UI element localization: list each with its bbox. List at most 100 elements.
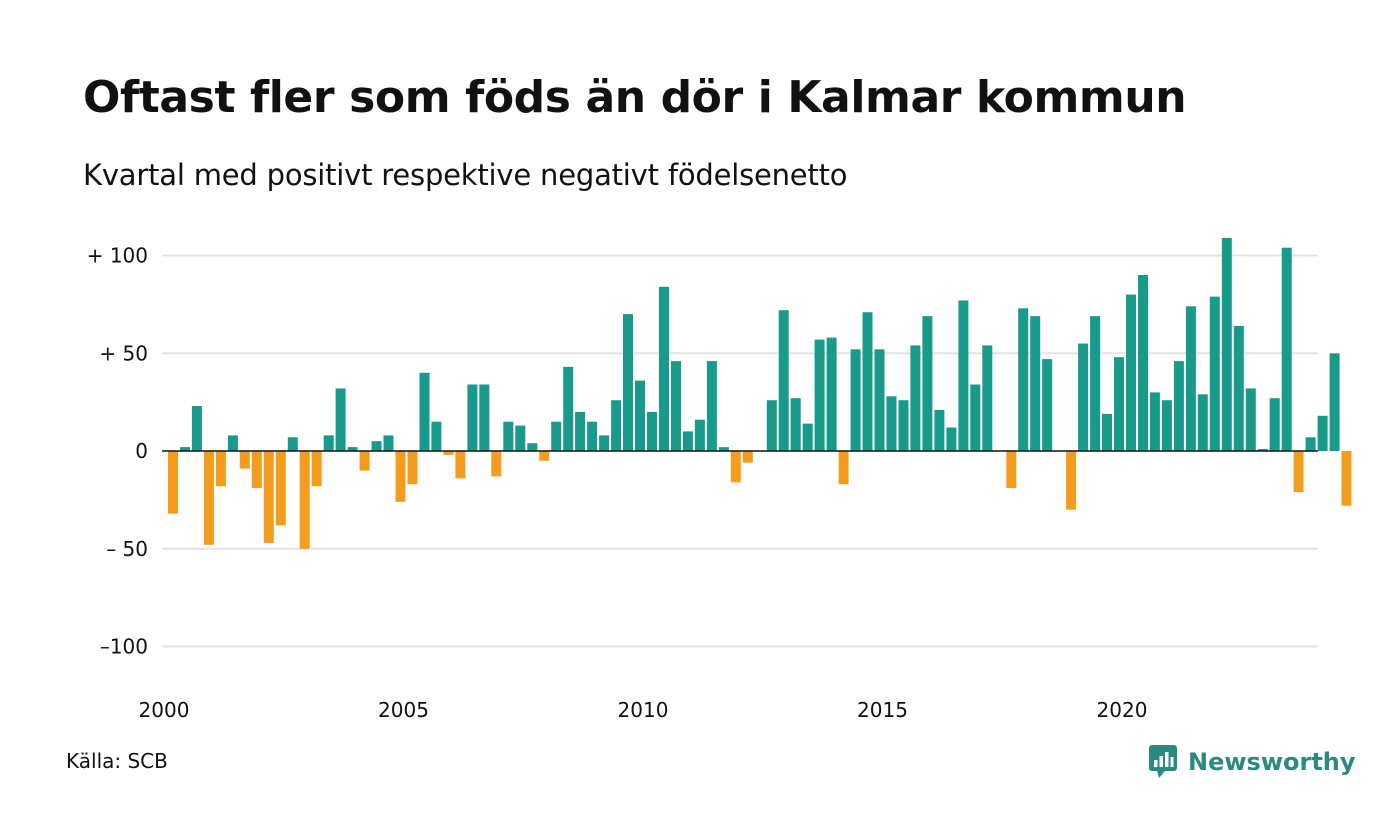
bar [1042,359,1053,451]
bar [982,345,993,451]
bar [1185,306,1196,451]
bar [1006,451,1017,489]
bar [251,451,262,489]
bar [946,427,957,451]
bar [934,409,945,451]
source-label: Källa: SCB [66,749,168,773]
x-tick-label: 2010 [618,698,669,722]
bar [467,384,478,451]
bar [491,451,502,477]
bar [587,421,598,451]
bar [359,451,370,471]
y-tick-label: 0 [135,439,148,463]
bar [383,435,394,451]
bar [647,411,657,451]
bar [706,361,717,451]
bar [1078,343,1089,451]
bar [455,451,466,479]
bar [970,384,981,451]
bar [227,435,238,451]
bar [299,451,310,549]
bar [347,447,358,451]
bar [1305,437,1316,451]
bar [671,361,681,451]
chart-title: Oftast fler som föds än dör i Kalmar kom… [83,72,1187,123]
bar [1293,451,1304,493]
bar [311,451,322,487]
bar [718,447,729,451]
bar [742,451,753,463]
bar [203,451,214,545]
y-tick-label: – 50 [106,537,148,561]
bar [1317,415,1328,451]
bar [515,425,526,451]
bars [168,237,1352,549]
bar [407,451,418,485]
bar [1161,400,1172,451]
bar [563,366,574,451]
bar [874,349,885,451]
bar [419,372,430,451]
bar [1209,296,1220,451]
bar [766,400,777,451]
bar [275,451,286,526]
bar [1269,398,1280,451]
bar [168,451,178,514]
bar [575,411,586,451]
bar [539,451,550,461]
bar [395,451,406,502]
brand[interactable]: Newsworthy [1148,744,1356,780]
bar [215,451,226,487]
bar [910,345,921,451]
bar [886,396,897,451]
bar [1341,451,1352,506]
x-tick-label: 2020 [1097,698,1148,722]
bar [1126,294,1136,451]
bar [730,451,741,483]
y-axis-ticks: + 100 + 50 0 – 50 –100 [87,244,148,659]
bar [335,388,346,451]
bar [479,384,490,451]
x-tick-label: 2005 [378,698,429,722]
y-tick-label: –100 [100,635,148,659]
bar [611,400,622,451]
bar [1102,413,1112,451]
bar [527,443,538,451]
bar [323,435,334,451]
bar [790,398,801,451]
bar [1066,451,1077,510]
bar [1138,275,1148,451]
bar [958,300,969,451]
bar [814,339,825,451]
bar [1329,353,1340,452]
bar [287,437,298,451]
bar [551,421,562,451]
brand-name: Newsworthy [1188,748,1356,776]
bar [371,441,382,451]
bar [1245,388,1256,451]
bar [239,451,250,469]
x-tick-label: 2000 [139,698,190,722]
gridlines [162,254,1318,648]
bar [443,451,454,455]
bar [694,419,705,451]
x-axis-ticks: 2000 2005 2010 2015 2020 [139,698,1148,722]
bar [503,421,514,451]
bar [802,423,813,451]
newsworthy-logo-icon [1149,745,1177,778]
bar [922,316,933,451]
bar [1197,394,1208,451]
bar [659,286,669,451]
x-tick-label: 2015 [857,698,908,722]
bar [431,421,442,451]
bar [838,451,849,485]
bar [1257,449,1268,451]
y-tick-label: + 100 [87,244,148,268]
bar [623,314,633,451]
bar [1173,361,1184,451]
bar-chart: + 100 + 50 0 – 50 –100 2000 2005 2010 2015 2020 [87,237,1352,722]
bar [1149,392,1160,452]
bar [180,447,190,451]
bar [826,337,837,451]
bar [1114,357,1124,451]
